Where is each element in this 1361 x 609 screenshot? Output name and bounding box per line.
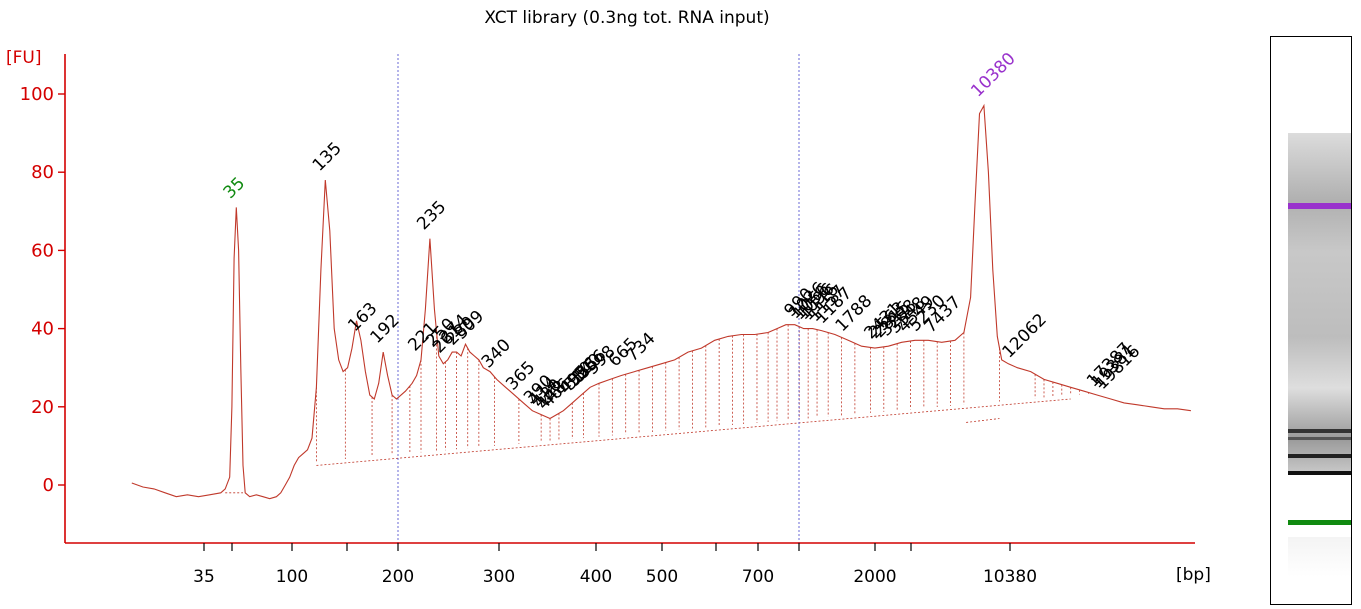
gel-band [1288,437,1351,440]
gel-band-lower-marker [1288,520,1351,525]
peak-label: 135 [309,138,346,175]
x-tick-label: 300 [483,567,515,587]
baseline-line [966,418,1000,423]
gel-band [1288,454,1351,458]
peak-label: 35 [220,173,249,202]
y-tick-label: 80 [31,162,54,183]
peak-label: 12062 [998,310,1050,362]
y-tick-label: 0 [43,475,54,496]
gel-smear-lower [1288,537,1351,577]
y-tick-label: 20 [31,397,54,418]
y-axis-unit-label: [FU] [6,48,42,68]
peak-label: 235 [413,197,450,234]
y-tick-label: 40 [31,319,54,340]
gel-smear [1288,133,1351,473]
peak-label: 10380 [967,49,1019,101]
gel-band-upper-marker [1288,203,1351,209]
gel-band [1288,471,1351,475]
chart-title: XCT library (0.3ng tot. RNA input) [484,8,769,28]
baseline-line [316,398,1071,466]
x-tick-label: 2000 [853,567,896,587]
gel-band [1288,429,1351,433]
x-tick-label: 100 [276,567,308,587]
x-tick-label: 200 [382,567,414,587]
x-tick-label: 700 [742,567,774,587]
x-axis-unit-label: [bp] [1176,565,1211,585]
x-tick-label: 400 [580,567,612,587]
y-tick-label: 100 [20,84,54,105]
x-tick-label: 35 [193,567,215,587]
x-tick-label: 10380 [983,567,1037,587]
x-tick-label: 500 [646,567,678,587]
gel-lane [1270,36,1352,605]
electropherogram-chart: XCT library (0.3ng tot. RNA input) [FU] … [6,8,1211,587]
series-line [131,103,1191,500]
y-tick-label: 60 [31,240,54,261]
